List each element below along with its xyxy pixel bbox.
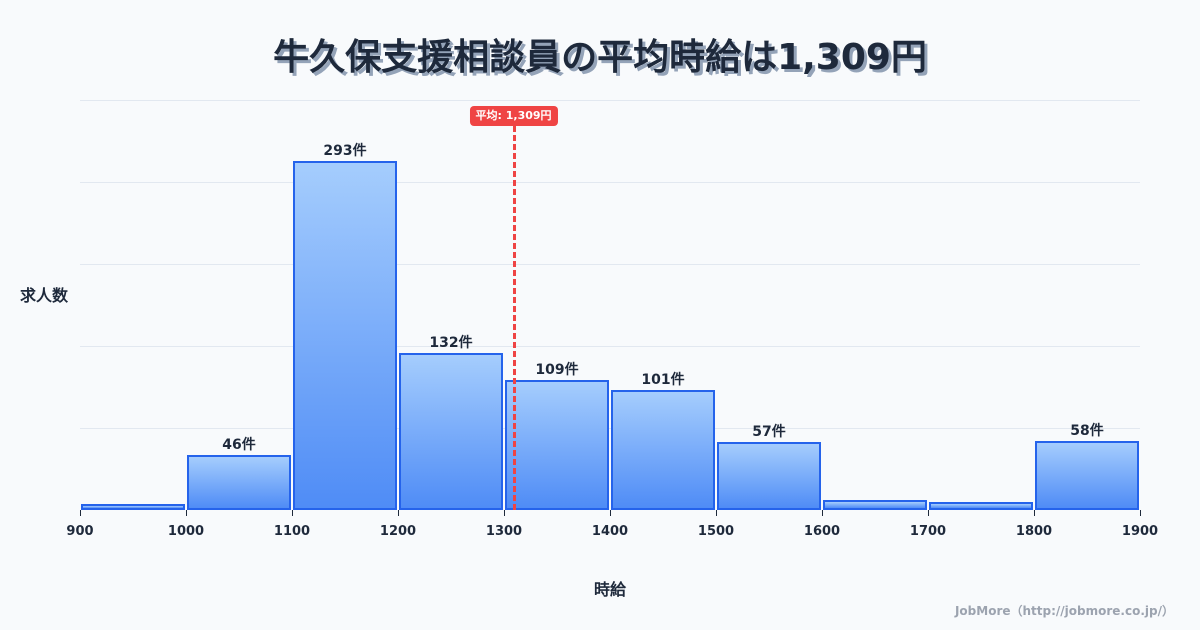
- gridline: [80, 182, 1140, 183]
- gridline: [80, 264, 1140, 265]
- x-tick: [928, 510, 929, 516]
- x-tick-label: 1900: [1121, 524, 1159, 539]
- x-axis-label: 時給: [593, 580, 626, 599]
- x-tick: [398, 510, 399, 516]
- x-tick-label: 1600: [803, 524, 841, 539]
- x-tick: [610, 510, 611, 516]
- y-axis-label: 求人数: [20, 286, 69, 305]
- histogram-bar: [399, 352, 503, 510]
- x-tick: [1034, 510, 1035, 516]
- source-credit: JobMore（http://jobmore.co.jp/）: [954, 604, 1174, 618]
- histogram-bar: [81, 504, 185, 510]
- x-tick: [186, 510, 187, 516]
- bar-value-label: 57件: [752, 424, 786, 441]
- bar-value-label: 109件: [535, 362, 579, 379]
- x-tick: [1140, 510, 1141, 516]
- bar-value-label: 132件: [429, 334, 473, 351]
- x-tick-label: 1800: [1015, 524, 1053, 539]
- bar-value-label: 293件: [323, 142, 367, 159]
- x-tick: [80, 510, 81, 516]
- x-tick-label: 1400: [591, 524, 629, 539]
- histogram-bar: [1035, 440, 1139, 510]
- x-tick: [716, 510, 717, 516]
- x-tick-label: 1300: [485, 524, 523, 539]
- mean-badge: 平均: 1,309円: [469, 106, 558, 126]
- histogram-bar: [929, 501, 1033, 510]
- bar-value-label: 58件: [1070, 422, 1104, 439]
- bar-value-label: 46件: [222, 437, 256, 454]
- x-tick-label: 1200: [379, 524, 417, 539]
- x-tick-label: 1700: [909, 524, 947, 539]
- x-tick-label: 1000: [167, 524, 205, 539]
- bar-value-label: 101件: [641, 371, 685, 388]
- chart-title: 牛久保支援相談員の平均時給は1,309円: [273, 37, 927, 78]
- histogram-bar: [293, 160, 397, 510]
- gridline: [80, 346, 1140, 347]
- x-tick-label: 900: [66, 524, 94, 539]
- x-tick: [504, 510, 505, 516]
- histogram-bar: [187, 455, 291, 510]
- x-tick: [822, 510, 823, 516]
- mean-line: [512, 126, 516, 510]
- x-tick-label: 1500: [697, 524, 735, 539]
- x-tick-label: 1100: [273, 524, 311, 539]
- plot-area: 46件 293件 132件 109件 101件 57件 58件: [80, 100, 1140, 510]
- histogram-bar: [611, 389, 715, 510]
- histogram-bar: [823, 500, 927, 510]
- histogram-bar: [505, 380, 609, 510]
- gridline: [80, 428, 1140, 429]
- x-tick: [292, 510, 293, 516]
- histogram-bar: [717, 442, 821, 510]
- gridline: [80, 100, 1140, 101]
